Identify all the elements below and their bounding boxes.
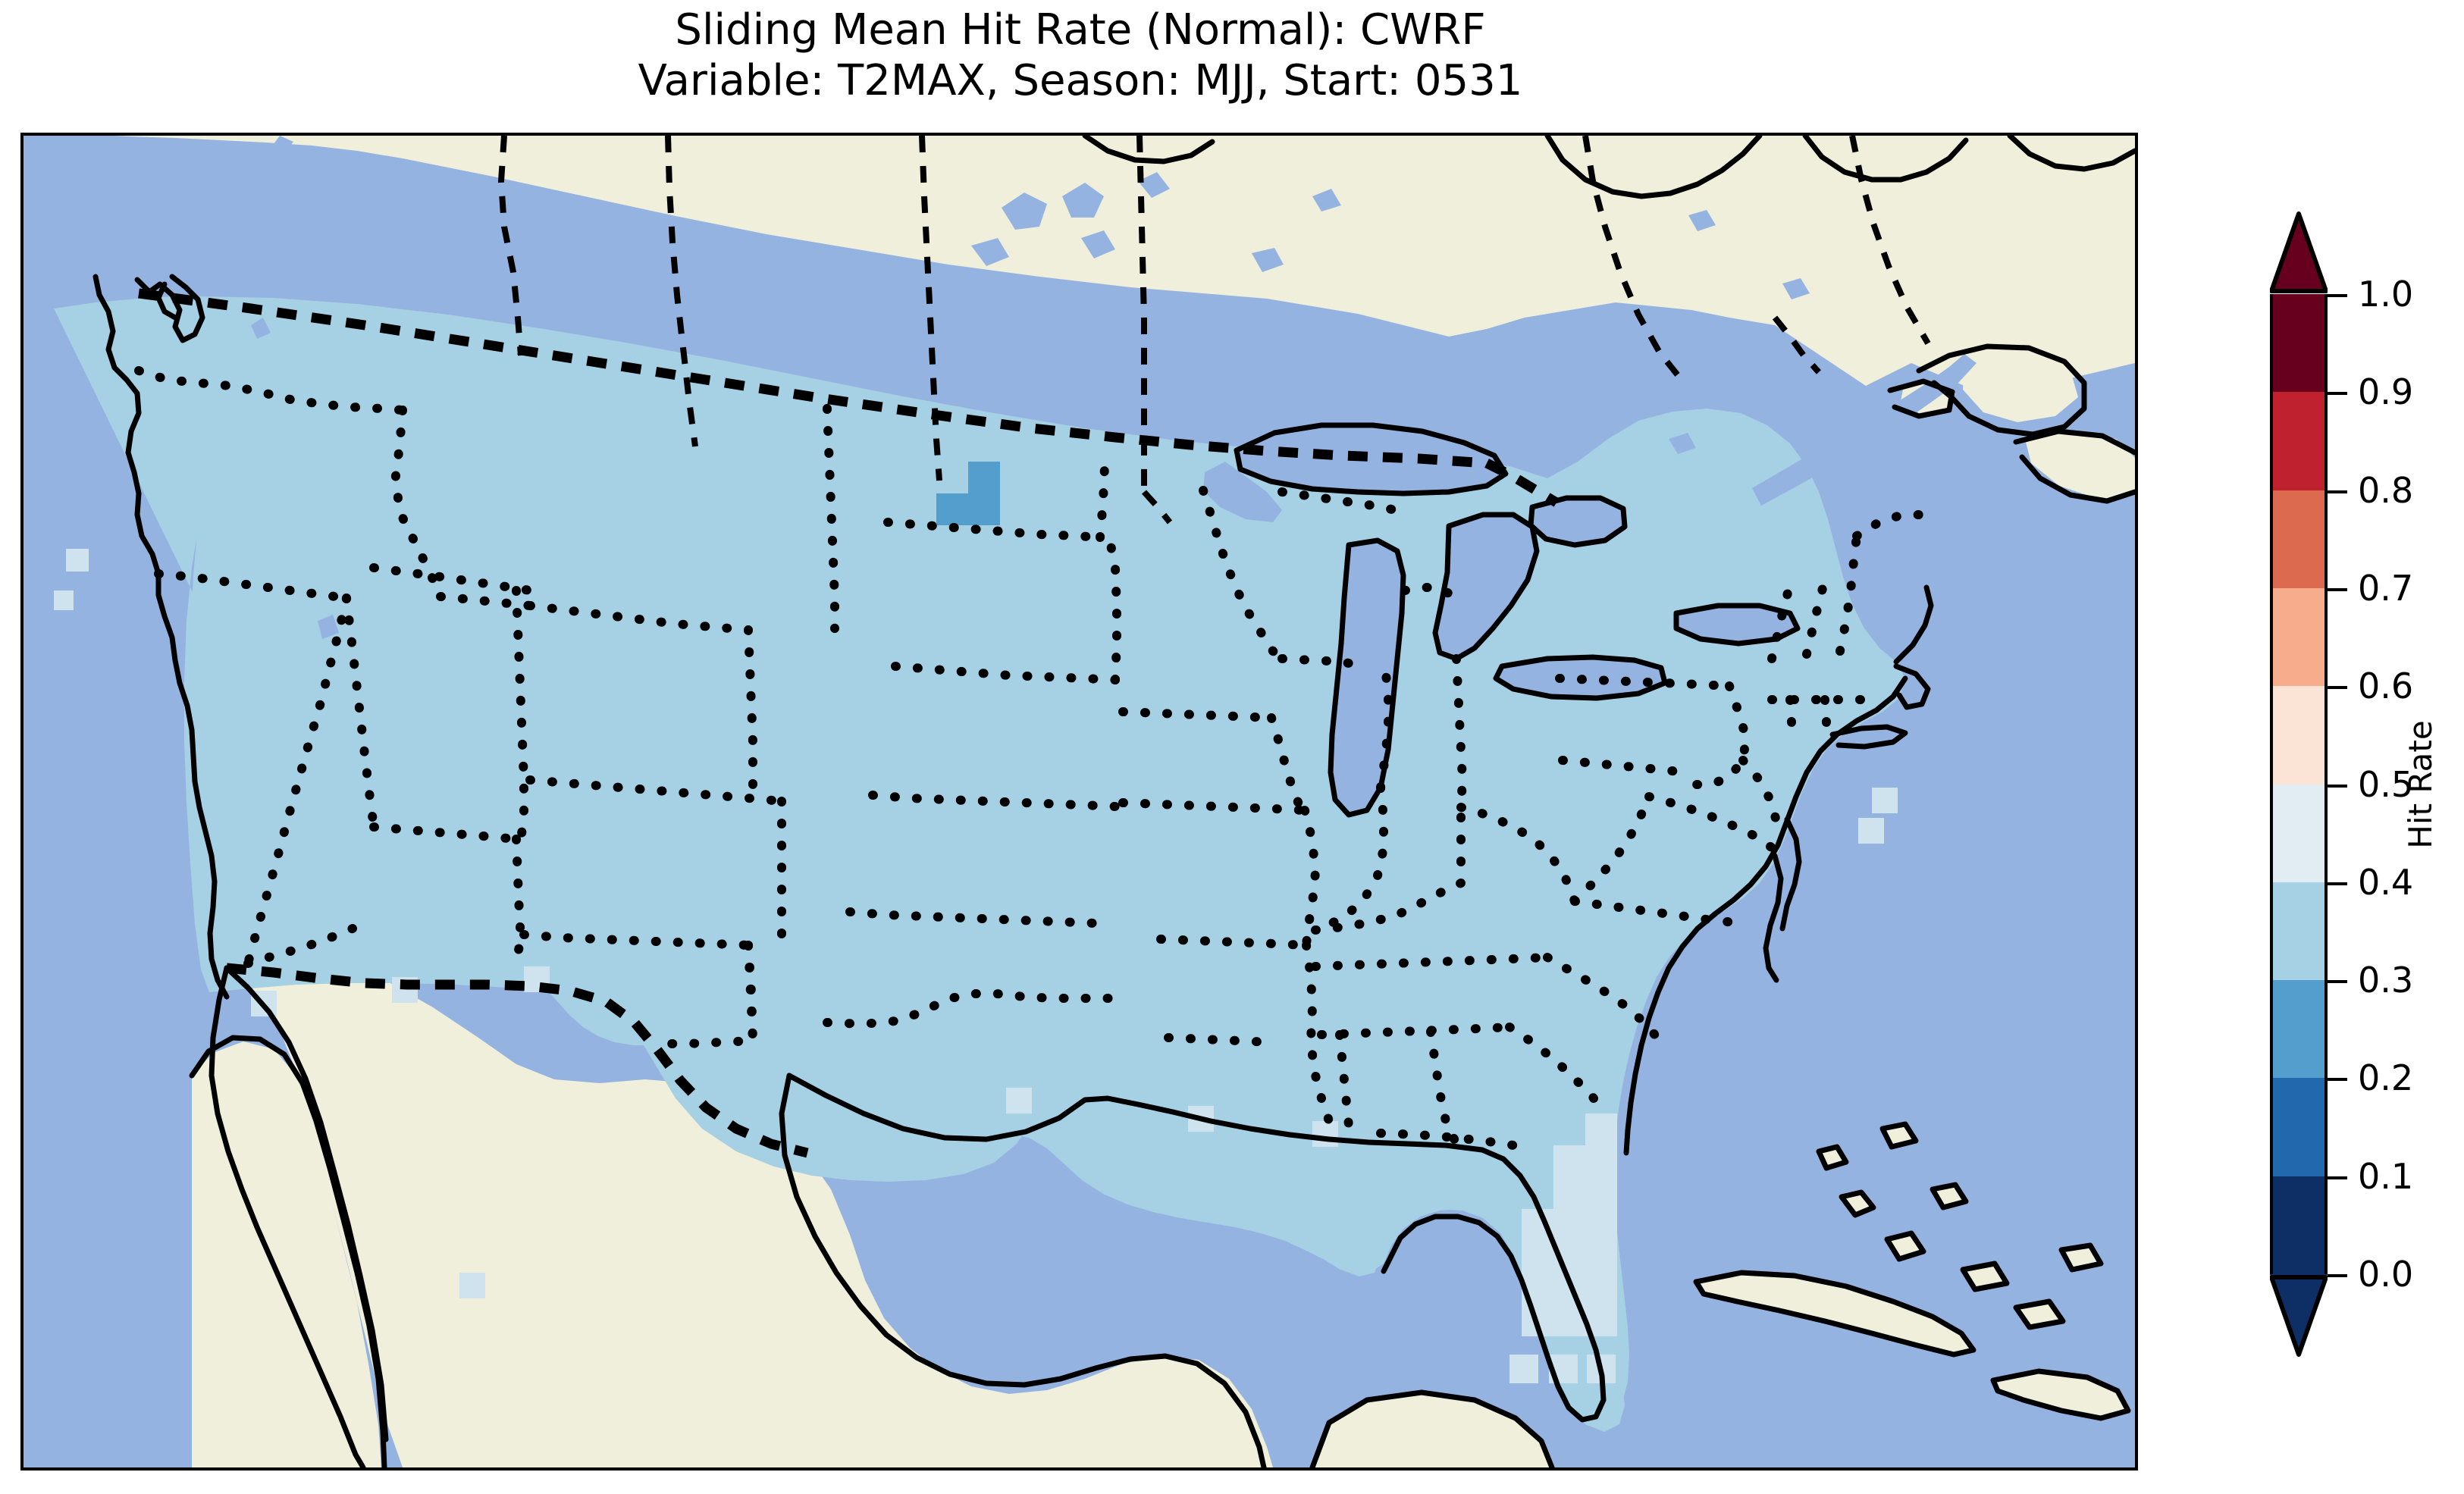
- colorbar-extend-bottom-arrow: [2270, 1275, 2328, 1357]
- colorbar-tick-mark: [2328, 294, 2347, 297]
- colorbar-band: [2270, 1176, 2328, 1275]
- map-svg: [24, 136, 2135, 1467]
- hit-rate-cells-lower: [936, 462, 1000, 525]
- colorbar-axis-label: Hit Rate: [2402, 720, 2439, 849]
- title-line-1: Sliding Mean Hit Rate (Normal): CWRF: [675, 5, 1486, 55]
- colorbar-band: [2270, 1078, 2328, 1177]
- colorbar-tick-label: 0.9: [2358, 371, 2414, 413]
- state-borders: [134, 366, 1931, 1151]
- colorbar-tick-mark: [2328, 882, 2347, 885]
- colorbar-tick-mark: [2328, 1274, 2347, 1277]
- colorbar-band: [2270, 587, 2328, 687]
- colorbar-tick-label: 0.5: [2358, 763, 2414, 805]
- colorbar-tick-label: 0.2: [2358, 1057, 2414, 1099]
- colorbar-tick-label: 0.3: [2358, 960, 2414, 1001]
- colorbar-tick-label: 0.8: [2358, 469, 2414, 511]
- colorbar-band: [2270, 392, 2328, 491]
- page-title: Sliding Mean Hit Rate (Normal): CWRF Var…: [0, 5, 2161, 106]
- colorbar-tick-label: 0.4: [2358, 861, 2414, 903]
- colorbar-band: [2270, 882, 2328, 981]
- hit-rate-colorbar[interactable]: 1.0 0.9 0.8 0.7 0.6 0.5 0.4 0.3 0.2 0.1 0.0: [2270, 211, 2413, 1357]
- coastlines: [92, 136, 2135, 1467]
- land-polygons: [77, 136, 2135, 1467]
- colorbar-tick-label: 0.6: [2358, 666, 2414, 707]
- colorbar-tick-label: 0.1: [2358, 1155, 2414, 1197]
- colorbar-outline: [2270, 294, 2328, 1274]
- colorbar-band: [2270, 686, 2328, 785]
- lakes: [179, 136, 1989, 915]
- colorbar-band: [2270, 784, 2328, 883]
- colorbar-tick-label: 0.0: [2358, 1254, 2414, 1295]
- colorbar-tick-mark: [2328, 587, 2347, 591]
- title-line-2: Variable: T2MAX, Season: MJJ, Start: 053…: [638, 56, 1523, 106]
- colorbar-tick-label: 0.7: [2358, 567, 2414, 609]
- colorbar-tick-mark: [2328, 980, 2347, 984]
- province-borders: [497, 136, 1931, 525]
- colorbar-tick-mark: [2328, 392, 2347, 396]
- colorbar-tick-label: 1.0: [2358, 274, 2414, 315]
- colorbar-tick-mark: [2328, 1176, 2347, 1179]
- colorbar-extend-top-arrow: [2270, 211, 2328, 293]
- colorbar-band: [2270, 490, 2328, 589]
- colorbar-band: [2270, 294, 2328, 393]
- map-axes[interactable]: [20, 133, 2138, 1471]
- colorbar-tick-mark: [2328, 686, 2347, 690]
- colorbar-tick-mark: [2328, 784, 2347, 788]
- colorbar-tick-mark: [2328, 490, 2347, 493]
- hit-rate-cells-higher: [54, 549, 1898, 1383]
- colorbar-band: [2270, 980, 2328, 1079]
- colorbar-tick-mark: [2328, 1078, 2347, 1082]
